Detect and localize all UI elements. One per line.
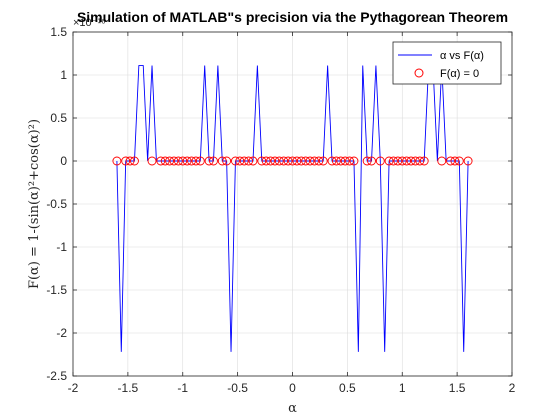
zero-marker bbox=[257, 156, 267, 166]
zero-marker bbox=[121, 156, 131, 166]
y-tick-label: -1 bbox=[56, 240, 67, 254]
zero-marker bbox=[178, 156, 188, 166]
y-axis-label: F(α) = 1-(sin(α)²+cos(α)²) bbox=[27, 119, 42, 289]
zero-marker bbox=[195, 156, 205, 166]
y-exponent-label: ×10⁻¹⁶ bbox=[73, 17, 106, 29]
zero-marker bbox=[169, 156, 179, 166]
zero-marker bbox=[217, 156, 227, 166]
zero-marker bbox=[274, 156, 284, 166]
zero-marker bbox=[244, 156, 254, 166]
zero-marker bbox=[112, 156, 122, 166]
zero-marker bbox=[156, 156, 166, 166]
zero-marker bbox=[349, 156, 359, 166]
zero-marker bbox=[204, 156, 214, 166]
zero-marker bbox=[147, 156, 157, 166]
x-tick-label: 1 bbox=[399, 381, 406, 395]
zero-marker bbox=[389, 156, 398, 166]
zero-marker bbox=[182, 156, 192, 166]
y-tick-label: -0.5 bbox=[46, 197, 67, 211]
zero-marker bbox=[437, 156, 447, 166]
zero-marker bbox=[310, 156, 319, 166]
plot-area bbox=[112, 65, 473, 352]
zero-marker bbox=[248, 156, 258, 166]
zero-marker bbox=[446, 156, 455, 166]
zero-marker bbox=[301, 156, 311, 166]
zero-marker bbox=[384, 156, 394, 166]
zero-marker bbox=[296, 156, 306, 166]
zero-marker bbox=[165, 156, 175, 166]
x-tick-label: -0.5 bbox=[227, 381, 248, 395]
zero-marker bbox=[367, 156, 376, 166]
y-tick-label: -2 bbox=[56, 326, 67, 340]
zero-marker bbox=[375, 156, 385, 166]
x-tick-label: 0 bbox=[289, 381, 296, 395]
zero-marker bbox=[279, 156, 289, 166]
zero-marker bbox=[173, 156, 183, 166]
legend-entry-line: α vs F(α) bbox=[440, 50, 484, 62]
zero-marker bbox=[340, 156, 350, 166]
zero-marker bbox=[393, 156, 403, 166]
legend[interactable]: α vs F(α) F(α) = 0 bbox=[392, 41, 502, 85]
zero-marker bbox=[239, 156, 249, 166]
zero-marker bbox=[336, 156, 346, 166]
x-tick-label: 1.5 bbox=[449, 381, 466, 395]
y-tick-label: -1.5 bbox=[46, 283, 67, 297]
x-tick-label: 2 bbox=[509, 381, 516, 395]
x-axis-label: α bbox=[288, 401, 297, 416]
ticks: -2 -1.5 -1 -0.5 0 0.5 1 1.5 2-2.5-2-1.5-1-0.500.… bbox=[46, 25, 515, 395]
zero-marker bbox=[397, 156, 407, 166]
zero-marker bbox=[362, 156, 372, 166]
zero-marker bbox=[331, 156, 341, 166]
zero-marker bbox=[406, 156, 416, 166]
x-tick-label: -1.5 bbox=[118, 381, 139, 395]
zero-marker bbox=[125, 156, 135, 166]
zero-marker bbox=[222, 156, 232, 166]
zero-marker bbox=[402, 156, 412, 166]
zero-marker bbox=[235, 156, 245, 166]
zero-marker bbox=[288, 156, 297, 166]
legend-entry-marker: F(α) = 0 bbox=[440, 68, 479, 80]
chart-title: Simulation of MATLAB"s precision via the… bbox=[77, 9, 508, 25]
x-tick-label: -2 bbox=[68, 381, 79, 395]
zero-marker bbox=[318, 156, 328, 166]
y-tick-label: 0 bbox=[60, 154, 67, 168]
y-tick-label: 1.5 bbox=[50, 25, 67, 39]
zero-marker bbox=[292, 156, 302, 166]
y-tick-label: 0.5 bbox=[50, 111, 67, 125]
zero-marker bbox=[261, 156, 271, 166]
zero-marker bbox=[283, 156, 293, 166]
zero-marker bbox=[450, 156, 460, 166]
y-tick-label: 1 bbox=[60, 68, 67, 82]
zero-marker bbox=[410, 156, 420, 166]
zero-marker bbox=[230, 156, 240, 166]
zero-marker bbox=[419, 156, 429, 166]
x-tick-label: -1 bbox=[177, 381, 188, 395]
zero-marker bbox=[415, 156, 425, 166]
zero-marker bbox=[187, 156, 196, 166]
zero-marker bbox=[454, 156, 464, 166]
legend-marker-swatch bbox=[414, 68, 424, 78]
zero-marker bbox=[327, 156, 337, 166]
zero-marker bbox=[160, 156, 170, 166]
zero-marker bbox=[266, 156, 275, 166]
zero-marker bbox=[314, 156, 324, 166]
y-tick-label: -2.5 bbox=[46, 369, 67, 383]
zero-marker bbox=[130, 156, 139, 166]
zero-marker bbox=[191, 156, 201, 166]
zero-marker bbox=[209, 156, 218, 166]
x-tick-label: 0.5 bbox=[339, 381, 356, 395]
legend-box bbox=[392, 41, 502, 85]
zero-marker bbox=[345, 156, 355, 166]
zero-marker bbox=[305, 156, 315, 166]
zero-marker bbox=[270, 156, 280, 166]
zero-marker bbox=[463, 156, 473, 166]
